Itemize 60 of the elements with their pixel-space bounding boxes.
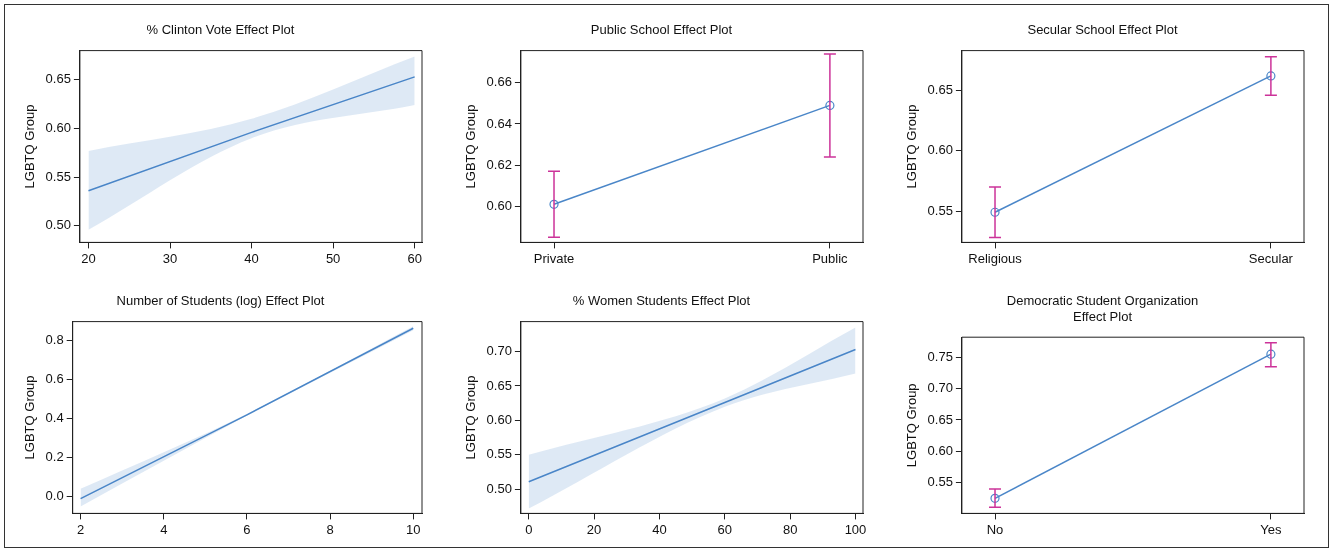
x-tick-label: 100 [844, 521, 867, 537]
y-axis-title: LGBTQ Group [904, 104, 920, 189]
y-tick-label: 0.65 [45, 71, 71, 87]
y-tick-label: 0.65 [486, 377, 512, 393]
x-tick-label: 20 [81, 250, 96, 266]
x-tick-label: Private [533, 250, 575, 266]
y-tick-label: 0.65 [927, 411, 953, 427]
x-tick-label: 10 [406, 521, 421, 537]
x-tick-label: 4 [160, 521, 168, 537]
y-tick-label: 0.62 [486, 156, 512, 172]
y-tick-label: 0.60 [486, 412, 512, 428]
chart-title: % Women Students Effect Plot [572, 293, 751, 309]
y-tick-label: 0.55 [927, 474, 953, 490]
y-tick-label: 0.0 [45, 488, 64, 504]
y-axis-title: LGBTQ Group [22, 375, 38, 460]
y-tick-label: 0.50 [486, 480, 512, 496]
x-tick-label: 80 [782, 521, 798, 537]
x-tick-label: No [986, 521, 1004, 537]
y-tick-label: 0.70 [486, 343, 512, 359]
x-tick-label: 60 [407, 250, 422, 266]
y-tick-label: 0.70 [927, 380, 953, 396]
y-tick-label: 0.65 [927, 81, 953, 97]
chart-title: % Clinton Vote Effect Plot [146, 22, 295, 38]
y-tick-label: 0.2 [45, 449, 64, 465]
chart-title: Democratic Student Organization Effect Plot [1006, 293, 1199, 324]
x-tick-label: 2 [76, 521, 85, 537]
y-tick-label: 0.60 [927, 442, 953, 458]
y-tick-label: 0.64 [486, 115, 512, 131]
y-tick-label: 0.66 [486, 74, 512, 90]
x-tick-label: Public [812, 250, 849, 266]
y-axis-title: LGBTQ Group [22, 104, 38, 189]
y-tick-label: 0.4 [45, 410, 64, 426]
y-tick-label: 0.50 [45, 217, 71, 233]
x-tick-label: Religious [968, 250, 1023, 266]
y-tick-label: 0.55 [45, 168, 71, 184]
x-tick-label: 60 [717, 521, 733, 537]
y-tick-label: 0.60 [486, 197, 512, 213]
chart-title: Number of Students (log) Effect Plot [116, 293, 325, 309]
x-tick-label: 40 [652, 521, 667, 537]
x-tick-label: 30 [162, 250, 178, 266]
x-tick-label: 40 [244, 250, 259, 266]
y-tick-label: 0.75 [927, 348, 953, 364]
chart-title: Secular School Effect Plot [1027, 22, 1178, 38]
x-tick-label: Yes [1260, 521, 1282, 537]
x-tick-label: 6 [243, 521, 251, 537]
x-tick-label: 50 [325, 250, 341, 266]
x-tick-label: 20 [586, 521, 602, 537]
y-tick-label: 0.60 [45, 120, 71, 136]
x-tick-label: Secular [1248, 250, 1294, 266]
y-tick-label: 0.60 [927, 142, 953, 158]
y-tick-label: 0.55 [927, 202, 953, 218]
y-axis-title: LGBTQ Group [463, 375, 479, 460]
x-tick-label: 8 [326, 521, 334, 537]
x-tick-label: 0 [525, 521, 533, 537]
y-tick-label: 0.6 [45, 371, 64, 387]
y-tick-label: 0.55 [486, 446, 512, 462]
chart-title: Public School Effect Plot [590, 22, 733, 38]
y-axis-title: LGBTQ Group [463, 104, 479, 189]
y-tick-label: 0.8 [45, 332, 64, 348]
y-axis-title: LGBTQ Group [904, 383, 920, 468]
